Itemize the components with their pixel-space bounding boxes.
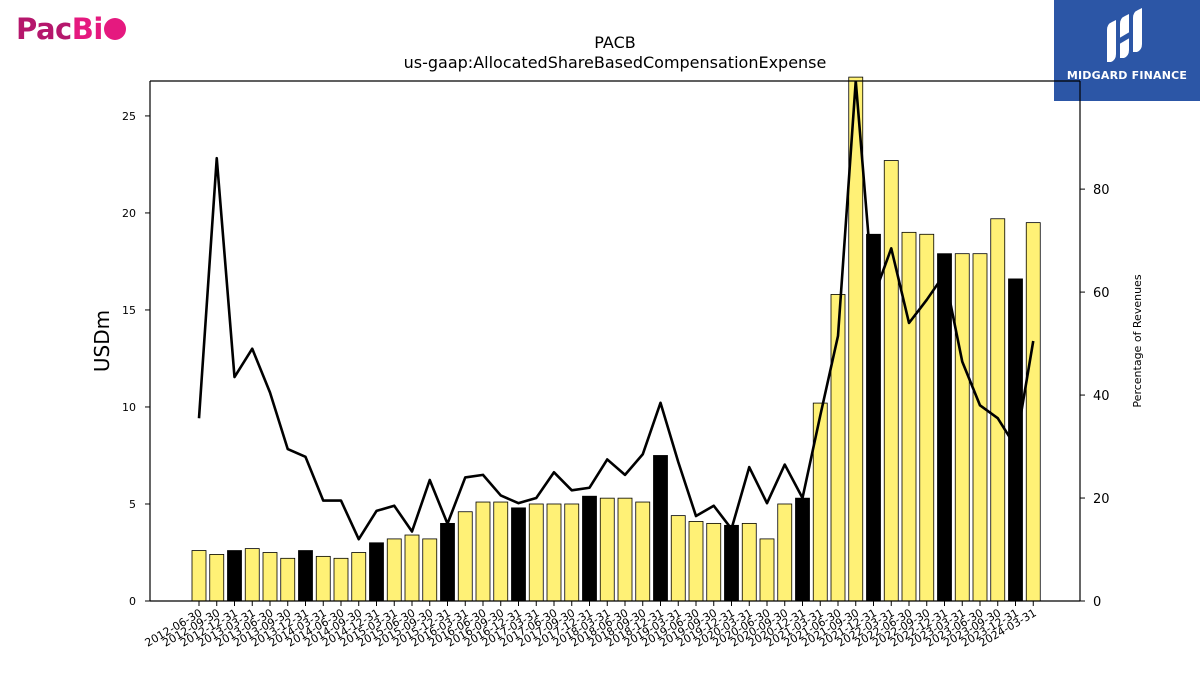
bar-2022-09-30 — [919, 233, 935, 602]
bar-2012-09-30 — [209, 554, 225, 602]
bar-2018-09-30 — [635, 501, 651, 602]
bar-2016-03-31 — [457, 511, 473, 602]
bar-2022-06-30 — [901, 231, 917, 602]
axes: 05101520250204060802012-06-302012-09-302… — [122, 80, 1110, 650]
bar-2024-03-31 — [1025, 222, 1041, 602]
bar-2019-09-30 — [706, 522, 722, 602]
bar-2015-09-30 — [422, 538, 438, 602]
bar-2013-06-30 — [262, 552, 278, 602]
logo-text-pac: Pac — [16, 12, 72, 46]
bar-2019-12-31 — [724, 524, 739, 602]
bar-2018-12-31 — [653, 455, 668, 602]
bar-2020-03-31 — [741, 522, 757, 602]
bar-2016-09-30 — [493, 501, 509, 602]
bar-2012-12-31 — [227, 550, 242, 602]
y2-tick-label-0: 0 — [1093, 595, 1101, 610]
y2-tick-label-40: 40 — [1093, 389, 1110, 404]
y-tick-label-0: 0 — [129, 595, 136, 608]
logo-text-bi: Bi — [71, 12, 104, 46]
y-tick-label-20: 20 — [122, 207, 136, 220]
bar-2017-06-30 — [546, 503, 562, 602]
chart-subtitle: us-gaap:AllocatedShareBasedCompensationE… — [404, 53, 827, 72]
bar-2019-06-30 — [688, 521, 704, 602]
bar-2014-06-30 — [333, 557, 349, 602]
y-tick-label-10: 10 — [122, 401, 136, 414]
bar-2013-03-31 — [244, 548, 260, 602]
bar-2015-06-30 — [404, 534, 420, 602]
bar-2018-03-31 — [599, 497, 615, 602]
bar-2023-06-30 — [972, 253, 988, 602]
bar-2017-03-31 — [528, 503, 544, 602]
midgard-finance-logo: MIDGARD FINANCE — [1054, 0, 1200, 101]
bar-2013-09-30 — [280, 557, 296, 602]
bar-2023-03-31 — [954, 253, 970, 602]
pacbio-logo: Pac Bi — [16, 12, 126, 46]
bar-series — [191, 76, 1041, 602]
revenue-percentage-line — [197, 81, 1035, 541]
bar-2015-12-31 — [440, 522, 455, 602]
bar-2022-12-31 — [937, 253, 952, 602]
bar-2014-09-30 — [351, 552, 367, 602]
bar-2019-03-31 — [670, 515, 686, 602]
bar-2018-06-30 — [617, 497, 633, 602]
bar-2017-12-31 — [582, 495, 597, 602]
bar-2015-03-31 — [386, 538, 402, 602]
bar-2020-09-30 — [777, 503, 793, 602]
bar-2017-09-30 — [564, 503, 580, 602]
logo-dot-icon — [103, 18, 126, 40]
y-tick-label-15: 15 — [122, 304, 136, 317]
bar-2020-12-31 — [795, 497, 810, 602]
bar-2014-12-31 — [369, 542, 384, 602]
y2-tick-label-80: 80 — [1093, 183, 1110, 198]
chart-title: PACB — [594, 33, 635, 52]
bar-2013-12-31 — [298, 550, 313, 602]
y-tick-label-25: 25 — [122, 110, 136, 123]
bar-2022-03-31 — [883, 160, 899, 602]
bar-2020-06-30 — [759, 538, 775, 602]
y-tick-label-5: 5 — [129, 498, 136, 511]
y2-axis-label: Percentage of Revenues — [1131, 274, 1144, 407]
bar-2023-09-30 — [990, 218, 1006, 602]
y-axis-label: USDm — [90, 310, 114, 372]
line-series — [197, 81, 1035, 541]
y2-tick-label-20: 20 — [1093, 492, 1110, 507]
bar-2016-12-31 — [511, 507, 526, 602]
bar-2012-06-30 — [191, 550, 207, 602]
midgard-emblem-icon — [1107, 8, 1142, 62]
midgard-brand-text: MIDGARD FINANCE — [1066, 69, 1188, 82]
y2-tick-label-60: 60 — [1093, 286, 1110, 301]
bar-2014-03-31 — [315, 555, 331, 602]
bar-2016-06-30 — [475, 501, 491, 602]
